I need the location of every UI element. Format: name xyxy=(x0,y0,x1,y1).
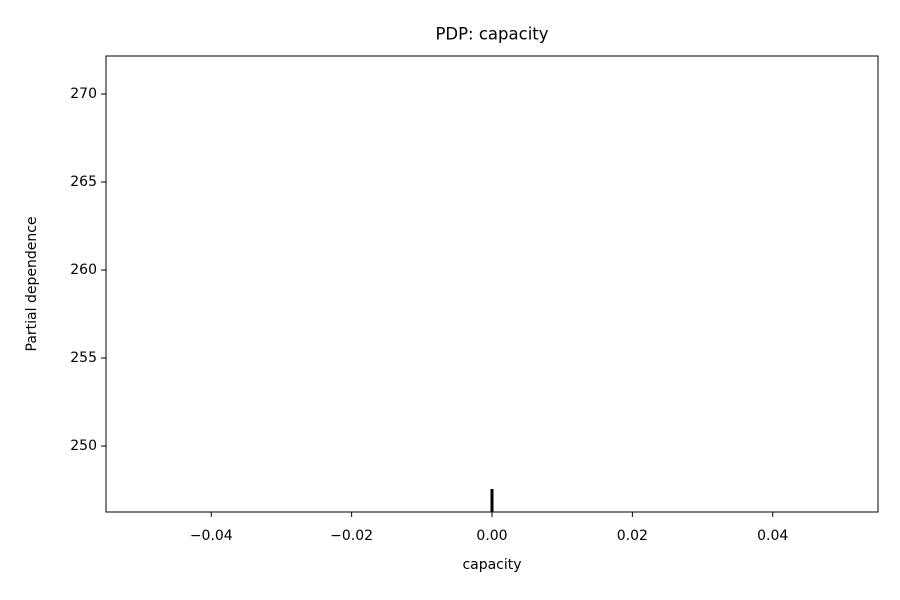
x-tick-label: 0.02 xyxy=(617,528,648,544)
y-tick-label: 250 xyxy=(70,438,97,454)
y-tick-label: 270 xyxy=(70,86,97,102)
x-axis-label: capacity xyxy=(462,557,521,573)
y-tick-label: 265 xyxy=(70,174,97,190)
x-tick-label: −0.02 xyxy=(330,528,373,544)
chart-title: PDP: capacity xyxy=(435,25,548,44)
x-tick-label: −0.04 xyxy=(190,528,233,544)
y-tick-label: 255 xyxy=(70,350,97,366)
plot-frame xyxy=(105,55,879,513)
x-tick-label: 0.00 xyxy=(476,528,507,544)
y-axis-label: Partial dependence xyxy=(24,216,40,351)
y-tick-label: 260 xyxy=(70,262,97,278)
x-tick-label: 0.04 xyxy=(757,528,788,544)
